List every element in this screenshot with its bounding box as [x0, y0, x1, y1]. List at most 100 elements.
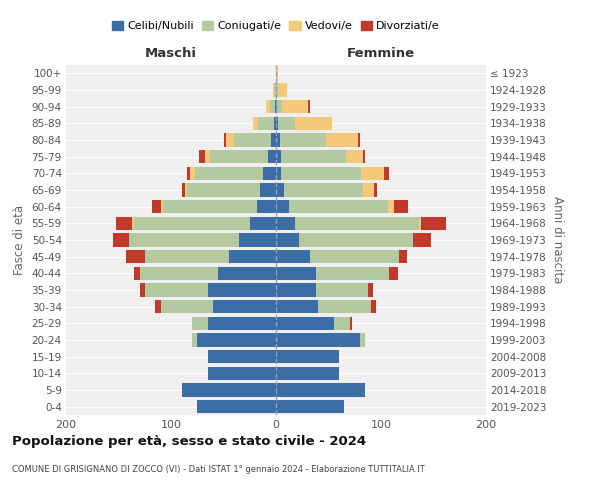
Bar	[152, 200, 161, 213]
Bar	[276, 184, 284, 196]
Bar	[116, 216, 132, 230]
Bar	[389, 266, 398, 280]
Bar	[276, 200, 289, 213]
Bar	[208, 316, 276, 330]
Bar	[276, 350, 339, 364]
Bar	[280, 134, 326, 146]
Text: COMUNE DI GRISIGNANO DI ZOCCO (VI) - Dati ISTAT 1° gennaio 2024 - Elaborazione T: COMUNE DI GRISIGNANO DI ZOCCO (VI) - Dat…	[12, 465, 425, 474]
Bar	[277, 100, 283, 114]
Bar	[268, 150, 276, 164]
Bar	[276, 216, 295, 230]
Bar	[210, 150, 268, 164]
Bar	[276, 84, 278, 96]
Bar	[134, 216, 250, 230]
Bar	[208, 284, 276, 296]
Bar	[265, 100, 270, 114]
Bar	[276, 300, 318, 314]
Bar	[276, 316, 334, 330]
Bar	[126, 250, 145, 264]
Bar	[276, 250, 310, 264]
Text: Femmine: Femmine	[347, 47, 415, 60]
Y-axis label: Anni di nascita: Anni di nascita	[551, 196, 563, 284]
Bar	[308, 100, 310, 114]
Bar	[234, 134, 271, 146]
Bar	[155, 300, 161, 314]
Bar	[257, 200, 276, 213]
Bar	[195, 166, 263, 180]
Bar	[208, 366, 276, 380]
Bar	[276, 234, 299, 246]
Bar	[276, 284, 316, 296]
Bar	[258, 116, 274, 130]
Bar	[346, 150, 363, 164]
Bar	[161, 300, 213, 314]
Bar	[295, 216, 419, 230]
Bar	[213, 300, 276, 314]
Bar	[384, 166, 389, 180]
Bar	[226, 134, 234, 146]
Bar	[276, 66, 278, 80]
Bar	[394, 200, 408, 213]
Bar	[129, 234, 239, 246]
Bar	[253, 116, 258, 130]
Bar	[371, 300, 376, 314]
Bar	[275, 100, 276, 114]
Bar	[299, 234, 413, 246]
Bar	[163, 200, 257, 213]
Text: Maschi: Maschi	[145, 47, 197, 60]
Bar	[388, 200, 394, 213]
Bar	[218, 266, 276, 280]
Bar	[276, 134, 280, 146]
Bar	[263, 166, 276, 180]
Bar	[134, 266, 140, 280]
Bar	[197, 334, 276, 346]
Bar	[192, 316, 208, 330]
Bar	[276, 100, 277, 114]
Bar	[274, 116, 276, 130]
Bar	[368, 284, 373, 296]
Bar	[316, 266, 389, 280]
Bar	[276, 266, 316, 280]
Bar	[239, 234, 276, 246]
Bar	[250, 216, 276, 230]
Bar	[316, 284, 368, 296]
Bar	[363, 150, 365, 164]
Bar	[278, 116, 295, 130]
Bar	[281, 166, 361, 180]
Bar	[187, 166, 190, 180]
Bar	[140, 284, 145, 296]
Bar	[187, 184, 260, 196]
Bar	[374, 184, 377, 196]
Bar	[260, 184, 276, 196]
Bar	[419, 216, 421, 230]
Bar	[276, 150, 281, 164]
Bar	[182, 184, 185, 196]
Bar	[399, 250, 407, 264]
Bar	[185, 184, 187, 196]
Bar	[281, 150, 346, 164]
Bar	[273, 84, 274, 96]
Legend: Celibi/Nubili, Coniugati/e, Vedovi/e, Divorziati/e: Celibi/Nubili, Coniugati/e, Vedovi/e, Di…	[108, 16, 444, 36]
Bar	[363, 184, 374, 196]
Bar	[276, 366, 339, 380]
Bar	[358, 134, 360, 146]
Bar	[310, 250, 399, 264]
Bar	[208, 350, 276, 364]
Bar	[295, 116, 332, 130]
Bar	[145, 250, 229, 264]
Bar	[276, 384, 365, 396]
Bar	[276, 400, 344, 413]
Bar	[318, 300, 371, 314]
Bar	[161, 200, 163, 213]
Bar	[283, 100, 308, 114]
Bar	[270, 100, 275, 114]
Text: Popolazione per età, sesso e stato civile - 2024: Popolazione per età, sesso e stato civil…	[12, 435, 366, 448]
Bar	[274, 84, 276, 96]
Bar	[278, 84, 287, 96]
Bar	[326, 134, 358, 146]
Bar	[192, 334, 197, 346]
Bar	[205, 150, 210, 164]
Bar	[145, 284, 208, 296]
Bar	[413, 234, 431, 246]
Bar	[421, 216, 446, 230]
